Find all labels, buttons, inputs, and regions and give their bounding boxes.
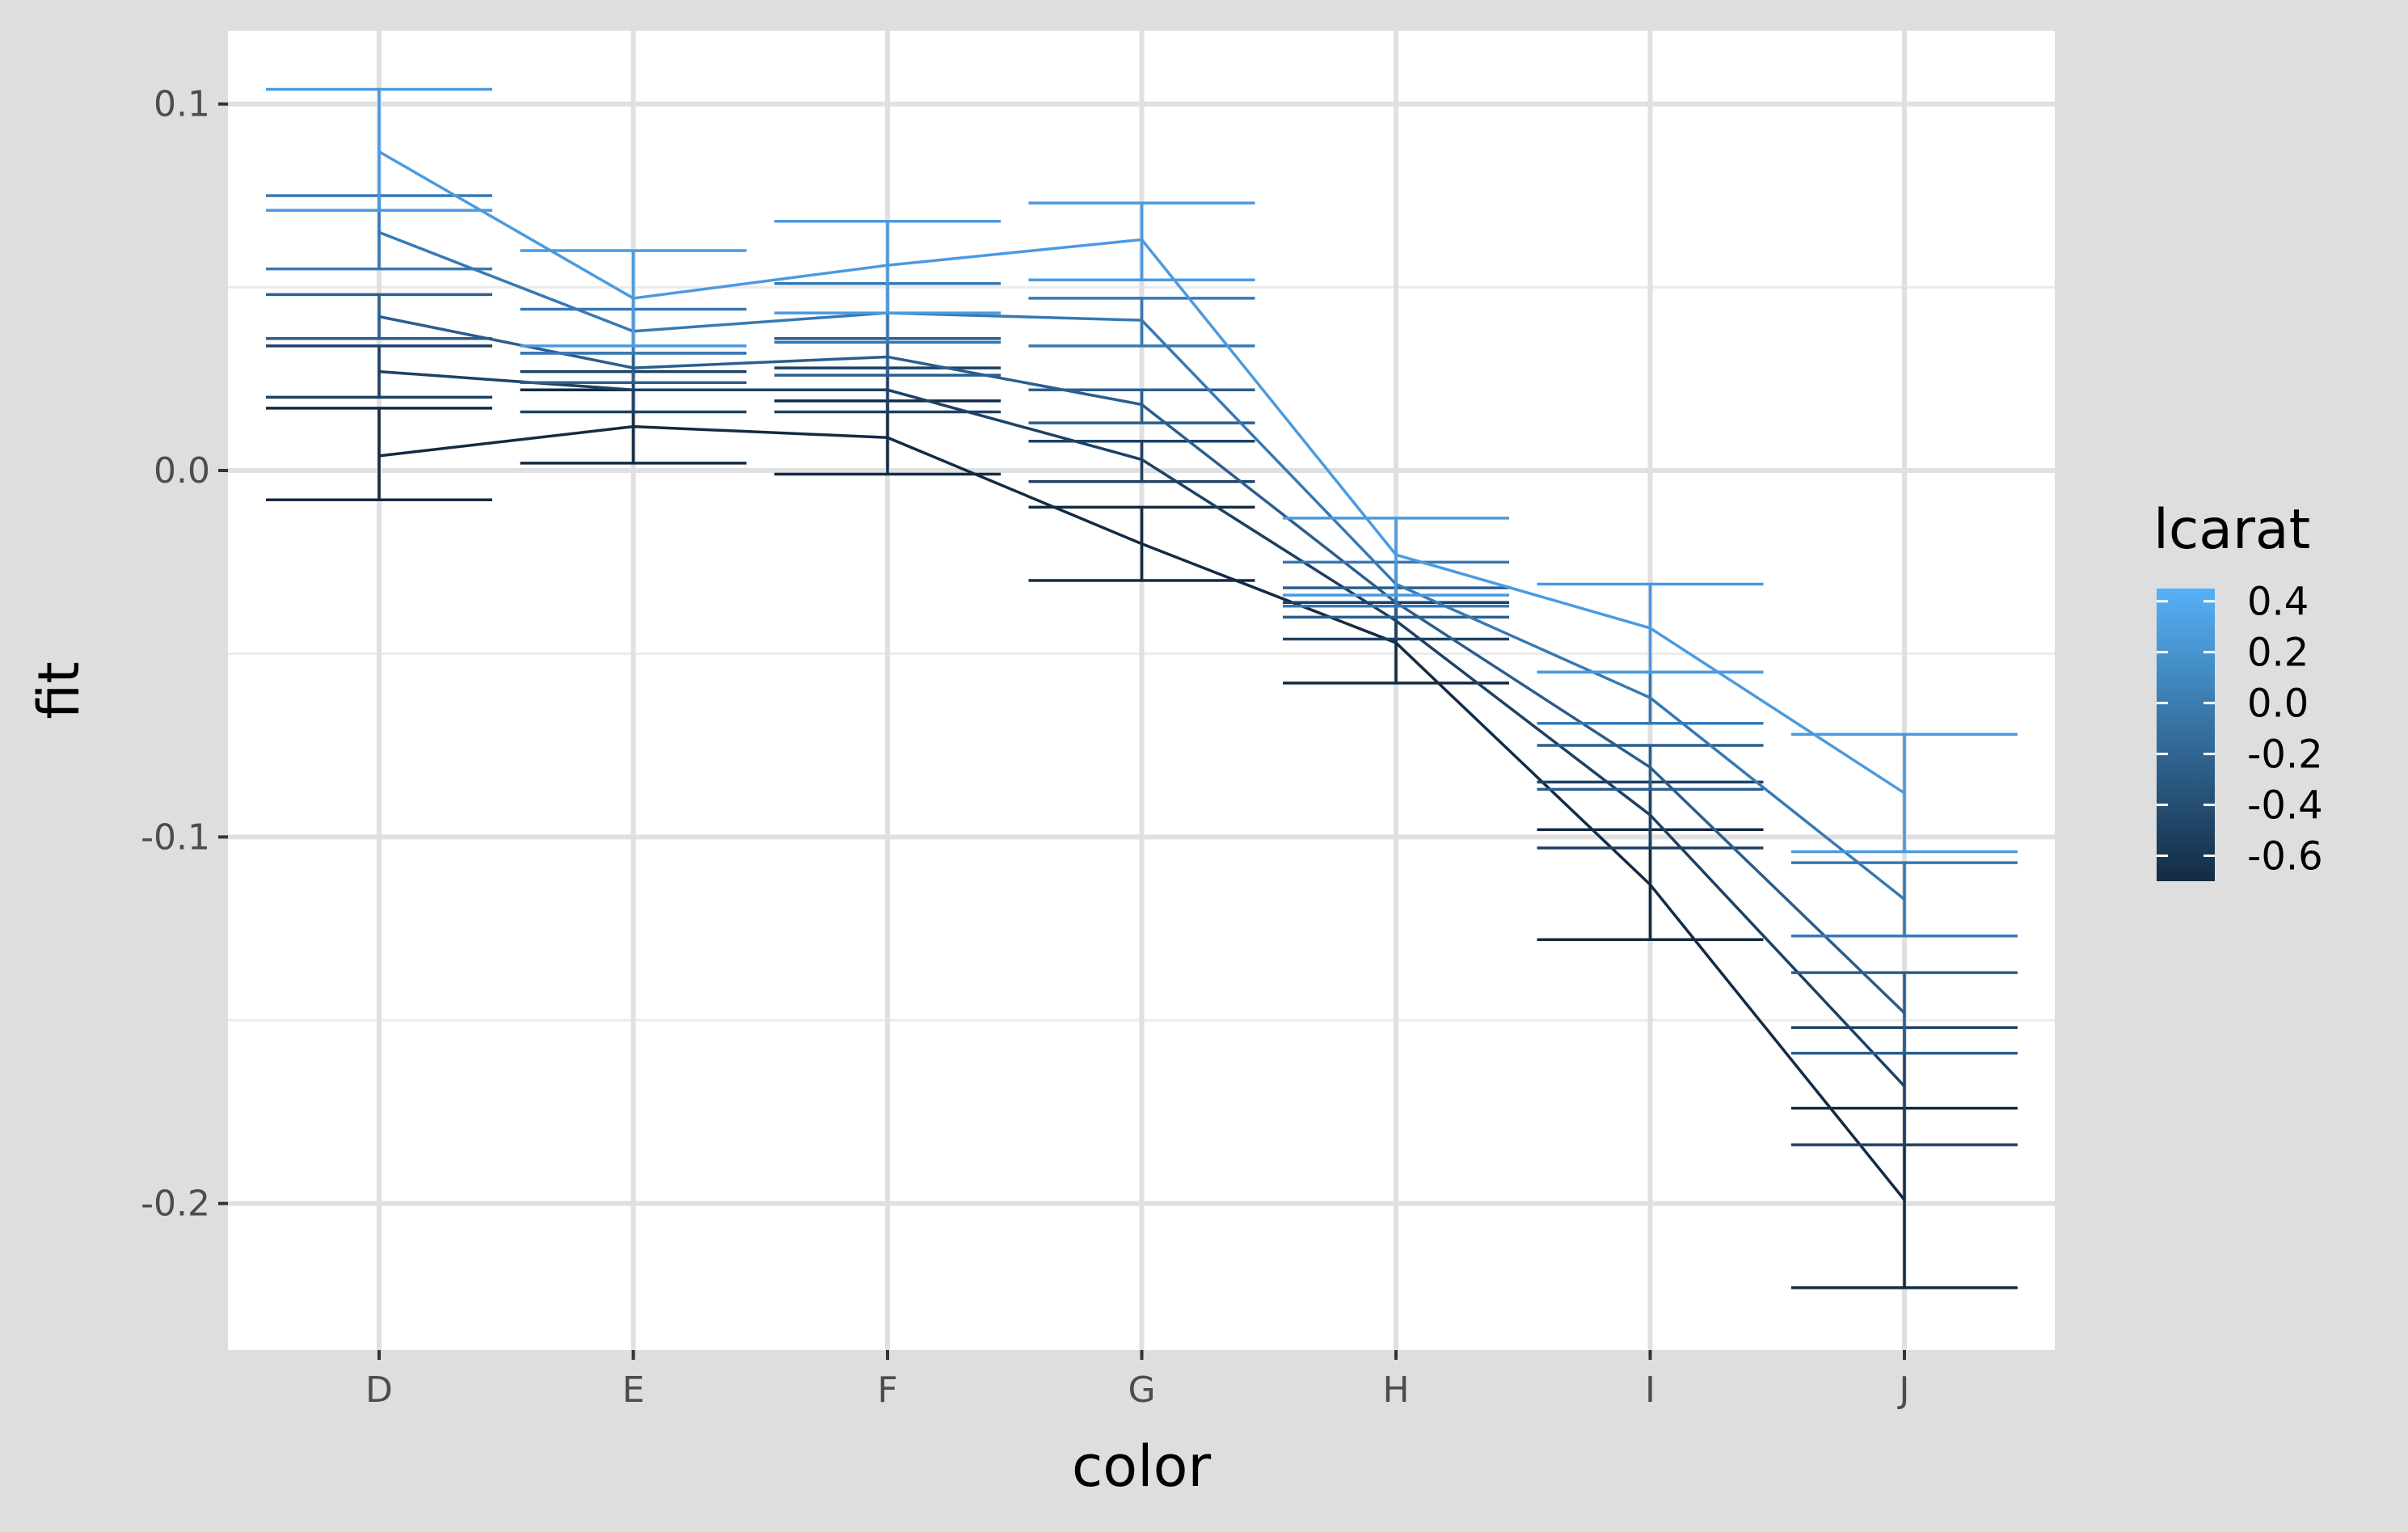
series [266,87,2018,854]
legend-tick-label: -0.4 [2247,783,2323,829]
series-line [378,314,1906,1015]
series-line [378,150,1905,795]
legend-title: lcarat [2153,498,2310,562]
legend-tick-label: 0.4 [2247,580,2309,625]
series-layer [266,87,2018,1289]
legend-tick-label: -0.2 [2247,732,2323,778]
x-tick-label: J [1897,1370,1910,1411]
series-line [378,424,1906,1201]
x-tick-label: G [1128,1370,1155,1411]
x-tick-label: I [1645,1370,1655,1411]
y-axis: 0.1 0.0 -0.1 -0.2 [141,84,228,1225]
y-tick-label: 0.1 [154,84,210,125]
legend: lcarat 0.4 0.2 0.0 -0.2 -0.4 -0.6 [2153,498,2323,881]
legend-colorbar [2157,589,2215,881]
legend-tick-label: 0.0 [2247,682,2309,727]
series [266,344,2018,1146]
x-tick-label: H [1382,1370,1409,1411]
y-tick-label: 0.0 [154,450,210,492]
x-tick-label: E [622,1370,645,1411]
series-line [378,369,1906,1087]
y-tick-label: -0.1 [141,817,210,858]
x-axis: D E F G H I J [365,1350,1909,1411]
x-tick-label: D [365,1370,393,1411]
y-axis-title: fit [26,661,92,720]
y-tick-label: -0.2 [141,1184,210,1225]
x-axis-title: color [1072,1433,1212,1500]
legend-ticks: 0.4 0.2 0.0 -0.2 -0.4 -0.6 [2157,580,2323,880]
legend-tick-label: -0.6 [2247,834,2323,880]
legend-tick-label: 0.2 [2247,631,2309,676]
x-tick-label: F [877,1370,897,1411]
